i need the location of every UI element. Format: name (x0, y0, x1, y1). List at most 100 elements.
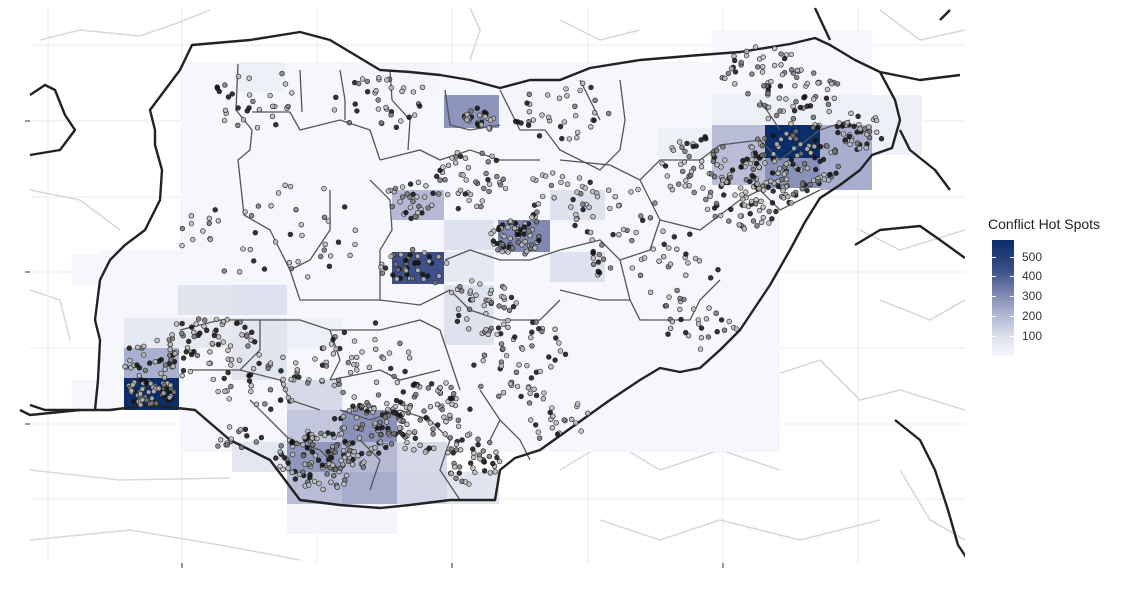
conflict-event-point (762, 160, 768, 166)
conflict-event-point (316, 480, 322, 487)
conflict-event-point (497, 182, 504, 188)
conflict-event-point (719, 181, 725, 188)
conflict-event-point (421, 194, 428, 200)
conflict-event-point (170, 363, 176, 370)
conflict-event-point (392, 403, 399, 410)
conflict-event-point (848, 110, 854, 117)
conflict-event-point (403, 209, 409, 216)
conflict-event-point (134, 362, 140, 368)
conflict-event-point (239, 332, 245, 338)
conflict-event-point (289, 451, 296, 458)
conflict-event-point (404, 191, 410, 197)
conflict-event-point (135, 344, 141, 350)
conflict-event-point (749, 71, 755, 77)
conflict-event-point (472, 469, 478, 476)
conflict-event-point (331, 382, 337, 389)
conflict-event-point (496, 303, 502, 309)
conflict-event-point (708, 171, 714, 177)
conflict-event-point (754, 181, 760, 187)
conflict-event-point (663, 303, 670, 309)
conflict-event-point (768, 178, 774, 184)
conflict-event-point (345, 458, 351, 465)
conflict-event-point (662, 163, 669, 169)
conflict-event-point (820, 156, 827, 163)
conflict-event-point (179, 373, 185, 379)
conflict-event-point (713, 147, 720, 154)
density-cell (232, 285, 287, 315)
conflict-event-point (783, 131, 790, 137)
conflict-event-point (488, 287, 495, 293)
conflict-event-point (477, 456, 483, 462)
conflict-event-point (702, 134, 708, 140)
density-cell (550, 252, 605, 282)
conflict-event-point (442, 431, 448, 437)
density-cell (235, 62, 285, 92)
conflict-event-point (428, 381, 435, 387)
conflict-event-point (669, 319, 676, 325)
conflict-event-point (373, 346, 379, 352)
conflict-event-point (158, 357, 165, 363)
conflict-event-point (836, 120, 842, 126)
conflict-event-point (384, 400, 390, 407)
conflict-event-point (698, 164, 705, 170)
conflict-event-point (256, 106, 263, 113)
conflict-event-point (333, 94, 339, 101)
conflict-event-point (480, 448, 486, 454)
conflict-event-point (605, 110, 612, 117)
conflict-event-point (429, 202, 435, 209)
conflict-event-point (282, 182, 288, 189)
conflict-event-point (493, 157, 500, 164)
conflict-event-point (705, 334, 712, 340)
conflict-event-point (546, 354, 552, 360)
conflict-event-point (407, 252, 413, 258)
conflict-event-point (479, 150, 485, 157)
conflict-event-point (330, 351, 337, 357)
density-cell (178, 285, 233, 315)
conflict-event-point (564, 93, 570, 99)
conflict-event-point (332, 466, 339, 473)
conflict-event-point (400, 418, 406, 424)
conflict-event-point (647, 289, 654, 295)
conflict-event-point (760, 204, 766, 210)
conflict-event-point (839, 123, 846, 129)
legend-tick (992, 316, 996, 317)
conflict-event-point (328, 479, 334, 485)
conflict-event-point (337, 465, 344, 472)
conflict-event-point (314, 435, 320, 442)
conflict-event-point (629, 237, 635, 244)
conflict-event-point (866, 124, 872, 130)
conflict-event-point (258, 434, 265, 441)
legend: Conflict Hot Spots 500 400 300 200 100 (988, 216, 1100, 356)
conflict-event-point (437, 384, 443, 391)
conflict-event-point (436, 191, 442, 197)
conflict-event-point (536, 435, 543, 441)
country-border (898, 129, 951, 191)
conflict-event-point (471, 362, 477, 368)
conflict-event-point (533, 219, 540, 225)
conflict-event-point (399, 194, 406, 200)
conflict-event-point (576, 175, 583, 181)
conflict-event-point (522, 239, 528, 245)
conflict-event-point (335, 239, 342, 245)
conflict-event-points (122, 44, 885, 492)
conflict-event-point (720, 177, 726, 183)
conflict-event-point (324, 471, 330, 477)
conflict-event-point (168, 357, 174, 363)
conflict-event-point (359, 349, 365, 355)
conflict-event-point (447, 412, 453, 418)
conflict-event-point (481, 302, 487, 309)
conflict-event-point (589, 237, 595, 243)
conflict-event-point (221, 375, 227, 382)
conflict-event-point (234, 320, 240, 326)
conflict-event-point (549, 425, 555, 431)
conflict-event-point (677, 306, 683, 313)
conflict-event-point (222, 107, 229, 114)
conflict-event-point (396, 425, 403, 431)
conflict-event-point (456, 470, 462, 476)
conflict-event-point (591, 117, 597, 124)
conflict-event-point (409, 275, 416, 282)
conflict-event-point (826, 108, 832, 115)
conflict-event-point (793, 98, 799, 105)
conflict-event-point (139, 386, 146, 392)
legend-tick (1010, 276, 1014, 277)
